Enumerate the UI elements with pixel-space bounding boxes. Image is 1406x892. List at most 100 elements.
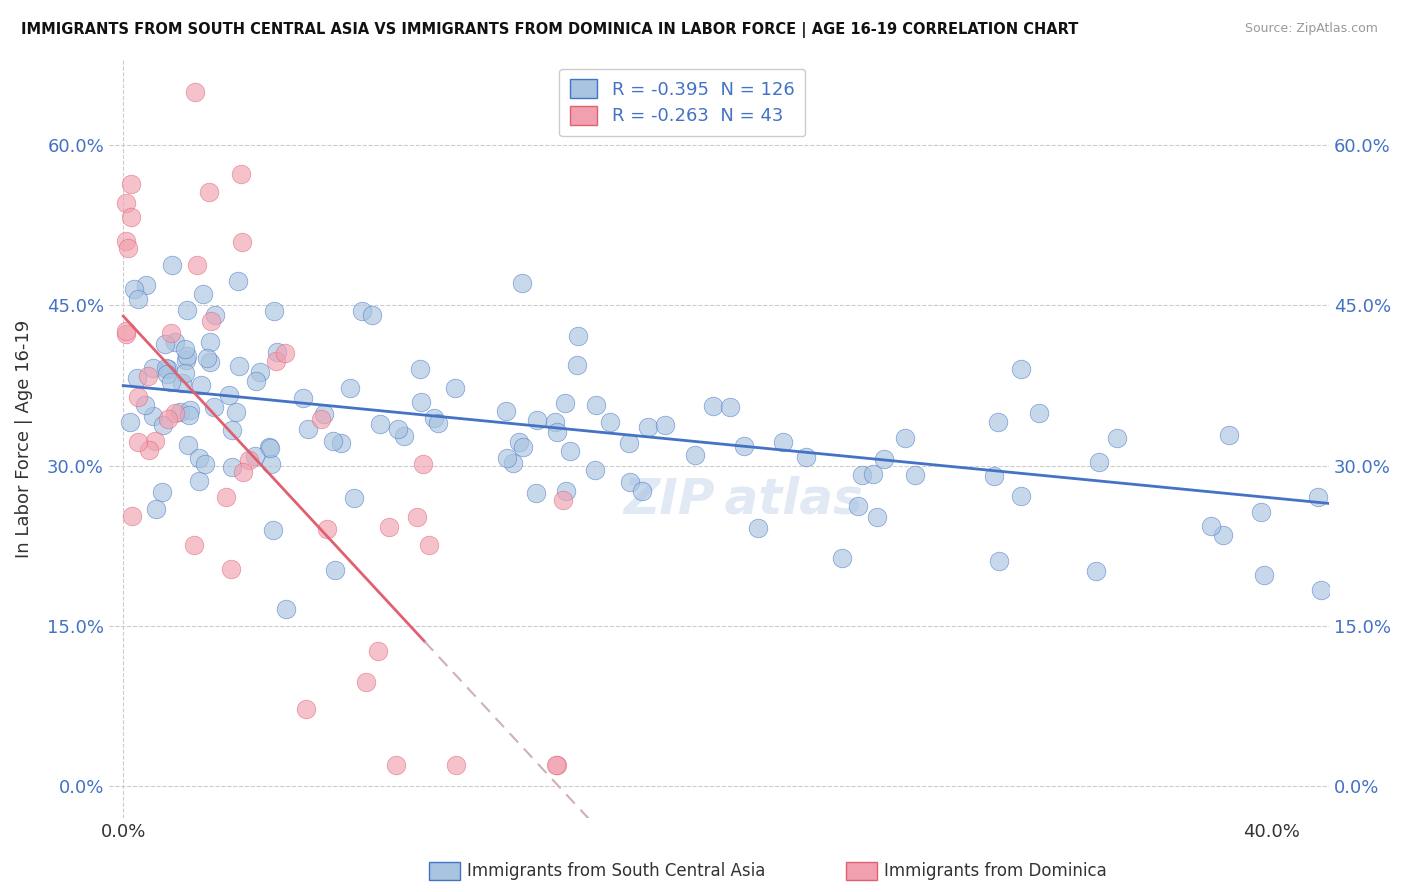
Point [120, 415, 142, 429]
Point [831, 550, 853, 565]
Point [1212, 528, 1234, 542]
Point [412, 457, 434, 471]
Point [221, 459, 243, 474]
Text: Source: ZipAtlas.com: Source: ZipAtlas.com [1244, 22, 1378, 36]
Point [138, 443, 160, 458]
Point [495, 450, 517, 465]
Point [585, 399, 607, 413]
Point [560, 443, 582, 458]
Point [378, 520, 401, 534]
Point [142, 409, 165, 423]
Point [894, 431, 917, 445]
Point [231, 235, 253, 249]
Point [297, 421, 319, 435]
Point [127, 434, 149, 449]
Point [322, 434, 344, 448]
Point [263, 303, 285, 318]
Point [204, 308, 226, 322]
Point [215, 490, 238, 504]
Point [409, 394, 432, 409]
Point [323, 563, 346, 577]
Point [121, 508, 143, 523]
Point [152, 417, 174, 432]
Point [866, 510, 889, 524]
Point [553, 493, 575, 508]
Point [510, 276, 533, 290]
Point [565, 358, 588, 372]
Point [733, 439, 755, 453]
Point [198, 185, 221, 199]
Point [183, 85, 205, 99]
Point [160, 258, 183, 272]
Text: Immigrants from South Central Asia: Immigrants from South Central Asia [467, 862, 765, 880]
Point [176, 349, 198, 363]
Point [1218, 428, 1240, 442]
Point [179, 402, 201, 417]
Point [200, 334, 222, 349]
Point [1253, 568, 1275, 582]
Point [202, 400, 225, 414]
Point [176, 303, 198, 318]
Point [127, 371, 149, 385]
Point [200, 355, 222, 369]
Point [165, 406, 187, 420]
Point [127, 292, 149, 306]
Point [354, 675, 377, 690]
Point [702, 399, 724, 413]
Point [409, 362, 432, 376]
Point [862, 467, 884, 481]
Point [352, 304, 374, 318]
Point [187, 474, 209, 488]
Point [243, 449, 266, 463]
Point [1028, 406, 1050, 420]
Point [157, 362, 180, 376]
Point [524, 485, 547, 500]
Point [226, 274, 249, 288]
Point [219, 562, 242, 576]
Point [142, 360, 165, 375]
Point [1306, 490, 1329, 504]
Point [343, 491, 366, 506]
Point [385, 758, 408, 772]
Point [718, 400, 741, 414]
Text: IMMIGRANTS FROM SOUTH CENTRAL ASIA VS IMMIGRANTS FROM DOMINICA IN LABOR FORCE | : IMMIGRANTS FROM SOUTH CENTRAL ASIA VS IM… [21, 22, 1078, 38]
Point [194, 457, 217, 471]
Point [160, 375, 183, 389]
Point [291, 391, 314, 405]
Point [245, 374, 267, 388]
Legend: R = -0.395  N = 126, R = -0.263  N = 43: R = -0.395 N = 126, R = -0.263 N = 43 [560, 69, 806, 136]
Point [249, 364, 271, 378]
Point [197, 351, 219, 366]
Point [360, 308, 382, 322]
Point [218, 387, 240, 401]
Point [315, 522, 337, 536]
Point [228, 359, 250, 374]
Point [173, 367, 195, 381]
Point [339, 381, 361, 395]
Point [138, 368, 160, 383]
Point [127, 390, 149, 404]
Point [567, 329, 589, 343]
Point [502, 456, 524, 470]
Point [295, 702, 318, 716]
Point [174, 342, 197, 356]
Point [368, 417, 391, 431]
Point [309, 412, 332, 426]
Point [160, 326, 183, 340]
Point [1010, 489, 1032, 503]
Point [1310, 582, 1333, 597]
Point [257, 440, 280, 454]
Point [987, 415, 1010, 429]
Point [654, 418, 676, 433]
Point [1010, 362, 1032, 376]
Point [512, 440, 534, 454]
Point [546, 758, 568, 772]
Point [115, 234, 138, 248]
Point [1088, 455, 1111, 469]
Point [170, 376, 193, 391]
Point [685, 448, 707, 462]
Point [546, 425, 568, 440]
Text: ZIP atlas: ZIP atlas [623, 475, 863, 524]
Point [794, 450, 817, 465]
Point [423, 410, 446, 425]
